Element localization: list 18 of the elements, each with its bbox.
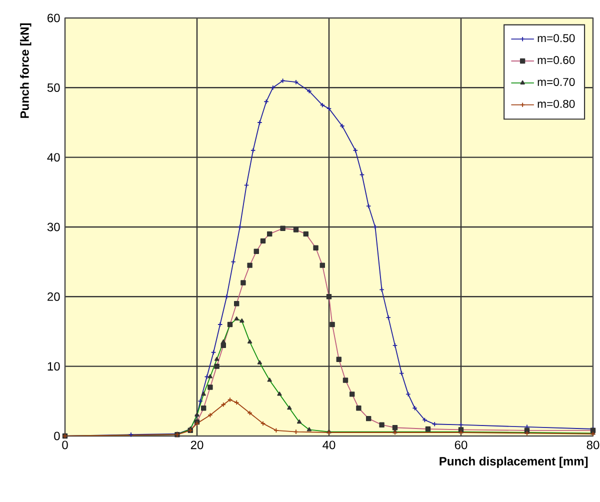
y-tick-label: 0 bbox=[54, 432, 60, 440]
x-tick-label: 80 bbox=[586, 440, 600, 450]
x-tick-label: 60 bbox=[454, 440, 468, 450]
y-tick-label: 50 bbox=[47, 83, 60, 92]
x-tick-label: 0 bbox=[62, 440, 68, 450]
legend-label: m=0.50 bbox=[538, 34, 575, 42]
legend-label: m=0.80 bbox=[538, 100, 575, 108]
y-tick-label: 30 bbox=[47, 222, 60, 232]
y-tick-label: 40 bbox=[47, 153, 60, 162]
x-tick-label: 20 bbox=[190, 440, 204, 450]
legend-label: m=0.70 bbox=[538, 78, 575, 86]
x-tick-label: 40 bbox=[322, 440, 336, 450]
y-tick-label: 10 bbox=[48, 362, 60, 371]
y-tick-label: 20 bbox=[48, 292, 60, 301]
y-axis-title: Punch force [kN] bbox=[20, 23, 32, 118]
x-axis-title: Punch displacement [mm] bbox=[440, 456, 588, 468]
y-tick-label: 60 bbox=[48, 14, 60, 22]
legend-label: m=0.60 bbox=[538, 56, 575, 64]
